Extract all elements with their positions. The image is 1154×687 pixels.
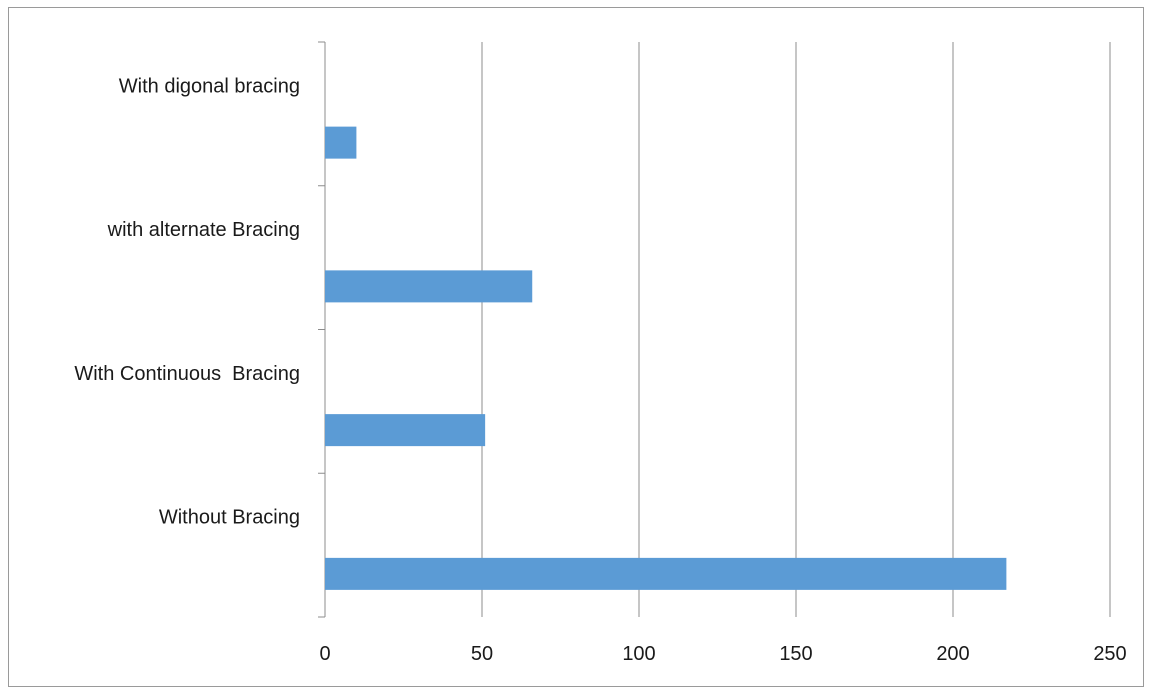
category-axis [318, 41, 326, 618]
category-label: With Continuous Bracing [74, 363, 300, 385]
x-tick-label: 150 [779, 643, 812, 665]
x-tick-label: 100 [622, 643, 655, 665]
category-label: Without Bracing [159, 507, 300, 529]
category-labels: Without Bracing With Continuous Bracing wi… [74, 75, 300, 528]
bar [325, 270, 533, 303]
value-axis-labels: 0 50 100 150 200 250 [319, 643, 1126, 665]
category-label: with alternate Bracing [107, 219, 300, 241]
x-tick-label: 50 [471, 643, 493, 665]
x-tick-label: 0 [319, 643, 330, 665]
category-label: With digonal bracing [119, 75, 300, 97]
gridlines [481, 42, 1111, 617]
bar [325, 126, 357, 159]
bars [325, 126, 1007, 590]
x-tick-label: 200 [936, 643, 969, 665]
bar [325, 414, 486, 447]
bar [325, 557, 1007, 590]
x-tick-label: 250 [1093, 643, 1126, 665]
